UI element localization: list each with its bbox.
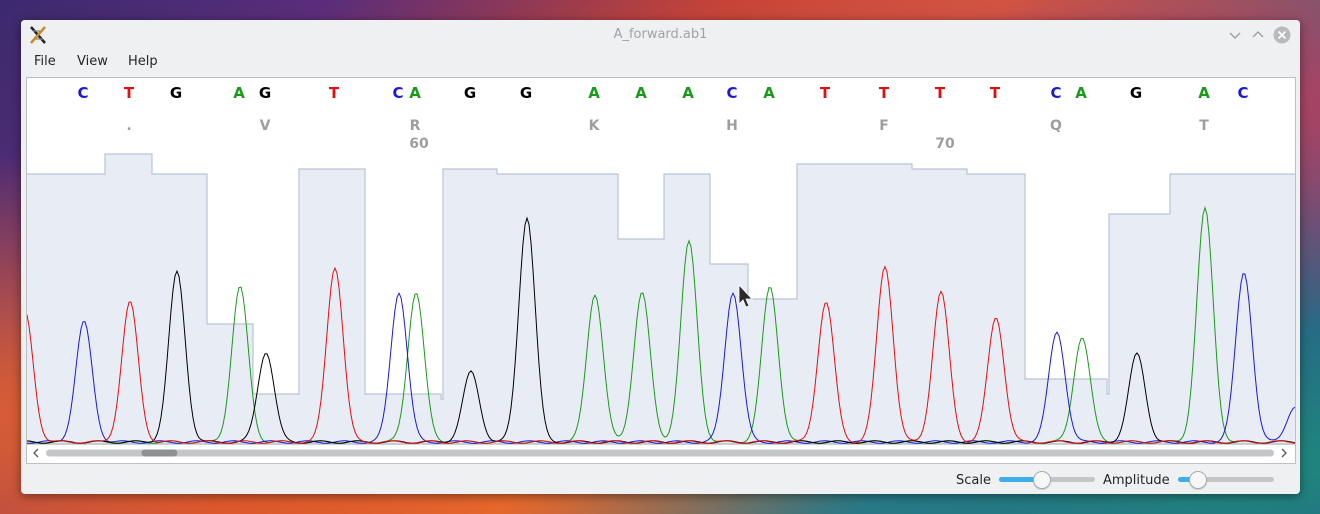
scale-slider-handle[interactable] bbox=[1033, 471, 1052, 489]
chevron-down-icon[interactable] bbox=[1227, 27, 1243, 43]
amino-acid: R bbox=[410, 118, 421, 134]
base-call: C bbox=[1237, 84, 1248, 102]
horizontal-scrollbar[interactable] bbox=[26, 444, 1294, 462]
base-call: G bbox=[464, 84, 476, 102]
menubar: File View Help bbox=[21, 52, 1300, 74]
amino-acid: H bbox=[726, 118, 738, 134]
scroll-thumb[interactable] bbox=[141, 449, 178, 457]
base-call: A bbox=[409, 84, 421, 102]
base-call: G bbox=[259, 84, 271, 102]
amino-acid: F bbox=[879, 118, 889, 134]
base-call: A bbox=[635, 84, 647, 102]
base-call: G bbox=[1130, 84, 1142, 102]
amino-acid: . bbox=[126, 118, 131, 134]
base-call: A bbox=[233, 84, 245, 102]
base-call: A bbox=[1198, 84, 1210, 102]
base-call: C bbox=[1050, 84, 1061, 102]
amino-acid: V bbox=[260, 118, 271, 134]
controls-bar: Scale Amplitude bbox=[21, 466, 1300, 494]
amino-acid: K bbox=[589, 118, 601, 134]
menu-help[interactable]: Help bbox=[128, 54, 158, 69]
position-number: 60 bbox=[409, 136, 429, 152]
amino-acid: T bbox=[1199, 118, 1209, 134]
base-call: A bbox=[763, 84, 775, 102]
menu-file[interactable]: File bbox=[34, 54, 56, 69]
amplitude-label: Amplitude bbox=[1103, 473, 1170, 488]
amplitude-slider[interactable] bbox=[1178, 477, 1274, 482]
close-icon[interactable] bbox=[1273, 26, 1291, 44]
amplitude-slider-handle[interactable] bbox=[1189, 471, 1208, 489]
base-call: G bbox=[520, 84, 532, 102]
base-call: A bbox=[682, 84, 694, 102]
base-call: A bbox=[1075, 84, 1087, 102]
position-number: 70 bbox=[935, 136, 955, 152]
base-call: T bbox=[820, 84, 831, 102]
base-call: C bbox=[77, 84, 88, 102]
base-call: T bbox=[329, 84, 340, 102]
base-call: C bbox=[726, 84, 737, 102]
titlebar[interactable]: A_forward.ab1 bbox=[21, 20, 1300, 50]
base-call: T bbox=[935, 84, 946, 102]
base-call: C bbox=[392, 84, 403, 102]
base-call: T bbox=[879, 84, 890, 102]
mouse-cursor-icon bbox=[738, 283, 753, 308]
base-call: T bbox=[124, 84, 135, 102]
arrow-right-icon[interactable] bbox=[1281, 448, 1287, 458]
dna-icon bbox=[30, 26, 46, 44]
arrow-left-icon[interactable] bbox=[33, 448, 39, 458]
menu-view[interactable]: View bbox=[77, 54, 108, 69]
scroll-track[interactable] bbox=[46, 449, 1274, 457]
trace-A bbox=[27, 206, 1295, 444]
chevron-up-icon[interactable] bbox=[1250, 27, 1266, 43]
scale-label: Scale bbox=[956, 473, 991, 488]
base-call: T bbox=[990, 84, 1001, 102]
base-call: G bbox=[170, 84, 182, 102]
trace-T bbox=[27, 265, 1295, 444]
window-title: A_forward.ab1 bbox=[613, 27, 708, 42]
base-call: A bbox=[588, 84, 600, 102]
amino-acid: Q bbox=[1050, 118, 1062, 134]
